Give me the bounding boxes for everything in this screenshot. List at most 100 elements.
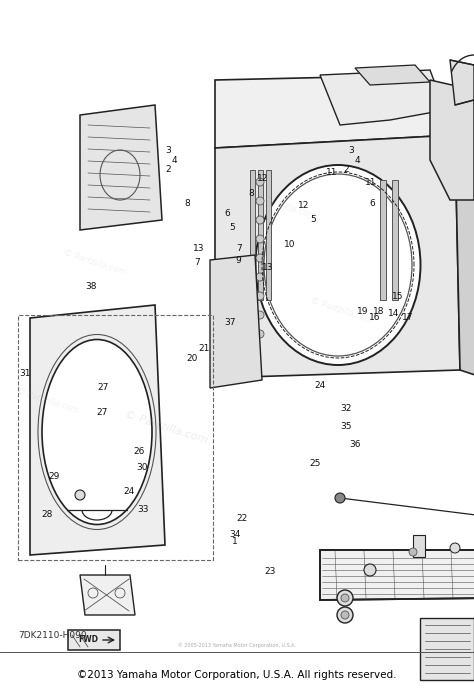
Text: 4: 4 [354, 155, 360, 165]
Circle shape [335, 493, 345, 503]
Circle shape [256, 216, 264, 224]
Text: 7DK2110-H090: 7DK2110-H090 [18, 631, 87, 640]
Circle shape [256, 273, 264, 281]
Text: 20: 20 [186, 354, 198, 364]
Text: 2: 2 [343, 164, 349, 174]
Text: 7: 7 [194, 257, 200, 267]
Circle shape [256, 235, 264, 243]
Text: © Partzilla.com: © Partzilla.com [15, 386, 80, 415]
Text: 18: 18 [374, 307, 385, 317]
Text: 11: 11 [365, 178, 376, 188]
Circle shape [450, 543, 460, 553]
Text: 27: 27 [98, 383, 109, 393]
Circle shape [341, 611, 349, 619]
Text: 19: 19 [357, 307, 369, 317]
Polygon shape [80, 575, 135, 615]
Ellipse shape [42, 339, 152, 524]
Text: © Partzilla.com: © Partzilla.com [309, 296, 374, 325]
Text: 31: 31 [19, 369, 30, 379]
Bar [380, 180, 386, 300]
Circle shape [409, 548, 417, 556]
Text: 8: 8 [184, 199, 190, 208]
Text: 8: 8 [248, 188, 254, 198]
Text: 2: 2 [165, 164, 171, 174]
Bar [250, 170, 255, 300]
Text: 26: 26 [133, 447, 145, 457]
Circle shape [337, 590, 353, 606]
Circle shape [256, 254, 264, 262]
Bar [18, 315, 213, 560]
Text: 11: 11 [326, 168, 337, 177]
Circle shape [256, 330, 264, 338]
Polygon shape [80, 105, 162, 230]
Text: 34: 34 [229, 530, 240, 540]
Text: 6: 6 [225, 209, 230, 219]
Text: 10: 10 [284, 240, 296, 250]
Text: 36: 36 [349, 440, 360, 449]
Text: 23: 23 [264, 566, 276, 576]
Text: 27: 27 [96, 408, 108, 417]
Text: 4: 4 [172, 155, 177, 165]
Text: 3: 3 [348, 146, 354, 155]
Text: 15: 15 [392, 292, 404, 302]
Text: 17: 17 [402, 313, 413, 322]
Text: 28: 28 [42, 509, 53, 519]
Bar [266, 170, 271, 300]
Text: 24: 24 [123, 486, 135, 496]
Circle shape [364, 564, 376, 576]
Circle shape [256, 197, 264, 205]
Text: 32: 32 [340, 404, 352, 413]
Circle shape [75, 490, 85, 500]
Polygon shape [215, 135, 460, 378]
Text: 22: 22 [236, 514, 247, 524]
Polygon shape [210, 255, 262, 388]
Bar [413, 535, 425, 557]
Text: © 2005-2013 Yamaha Motor Corporation, U.S.A.: © 2005-2013 Yamaha Motor Corporation, U.… [178, 642, 296, 648]
Text: © Partzilla.com: © Partzilla.com [252, 193, 317, 221]
Text: 13: 13 [193, 244, 205, 253]
Text: © Partzilla.com: © Partzilla.com [63, 248, 127, 277]
Polygon shape [320, 550, 474, 600]
Text: © Partzilla.com: © Partzilla.com [123, 410, 209, 446]
Polygon shape [30, 305, 165, 555]
Text: 7: 7 [237, 244, 242, 253]
Polygon shape [215, 75, 455, 148]
Text: FWD: FWD [78, 635, 98, 644]
Polygon shape [450, 60, 474, 105]
Text: 16: 16 [369, 313, 380, 322]
Polygon shape [68, 630, 120, 650]
Bar [258, 170, 263, 300]
Circle shape [337, 607, 353, 623]
Text: 29: 29 [49, 471, 60, 481]
Ellipse shape [255, 165, 420, 365]
Text: 13: 13 [262, 263, 273, 273]
Text: 12: 12 [298, 201, 309, 210]
Text: 30: 30 [137, 463, 148, 473]
Text: 24: 24 [314, 380, 326, 390]
Polygon shape [355, 65, 430, 85]
Text: 14: 14 [388, 309, 399, 319]
Polygon shape [320, 70, 445, 125]
Text: 21: 21 [198, 344, 210, 353]
Text: 38: 38 [86, 282, 97, 291]
Text: 3: 3 [165, 146, 171, 155]
Text: 9: 9 [235, 256, 241, 266]
Text: 5: 5 [310, 215, 316, 224]
Circle shape [256, 178, 264, 186]
Text: 5: 5 [229, 223, 235, 233]
Text: 12: 12 [257, 173, 269, 183]
Polygon shape [420, 618, 474, 680]
Bar [392, 180, 398, 300]
Text: 1: 1 [232, 537, 237, 546]
Circle shape [341, 594, 349, 602]
Text: 6: 6 [369, 199, 375, 208]
Text: 33: 33 [137, 504, 149, 514]
Circle shape [256, 292, 264, 300]
Polygon shape [455, 135, 474, 380]
Polygon shape [430, 80, 474, 200]
Circle shape [256, 311, 264, 319]
Text: 35: 35 [340, 422, 352, 431]
Text: 37: 37 [225, 318, 236, 328]
Text: ©2013 Yamaha Motor Corporation, U.S.A. All rights reserved.: ©2013 Yamaha Motor Corporation, U.S.A. A… [77, 670, 397, 680]
Text: 25: 25 [310, 459, 321, 469]
